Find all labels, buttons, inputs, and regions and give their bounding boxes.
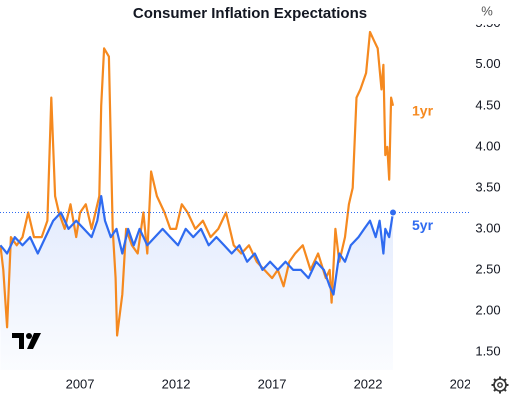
y-tick-label: 5.00: [475, 56, 500, 71]
area: [0, 196, 394, 370]
y-unit: %: [481, 3, 493, 18]
x-tick-label: 2027: [450, 376, 479, 391]
line: [0, 30, 395, 337]
y-tick-label: 3.50: [475, 179, 500, 194]
y-tick-label: 4.00: [475, 138, 500, 153]
chart-title: Consumer Inflation Expectations: [133, 5, 367, 22]
y-tick-label: 4.50: [475, 97, 500, 112]
series-label: 5yr: [412, 217, 434, 233]
y-tick-label: 5.50: [475, 15, 500, 30]
logo: [12, 333, 41, 349]
y-tick-label: 2.50: [475, 261, 500, 276]
x-tick-label: 2007: [66, 376, 95, 391]
y-tick-label: 1.50: [475, 343, 500, 358]
settings-button[interactable]: [491, 376, 509, 394]
x-axis: 2007 2012 2017 2022 2027: [66, 376, 479, 391]
x-tick-label: 2017: [258, 376, 287, 391]
x-tick-label: 2022: [354, 376, 383, 391]
series-label: 1yr: [412, 103, 434, 119]
y-tick-label: 2.00: [475, 302, 500, 317]
line: [0, 195, 395, 296]
last-value-dot: [389, 208, 398, 217]
y-tick-label: 3.00: [475, 220, 500, 235]
y-axis: 1.50 2.00 2.50 3.00 3.50 4.00 4.50 5.00 5.50: [475, 15, 500, 358]
x-tick-label: 2012: [162, 376, 191, 391]
plot-area: [0, 30, 395, 370]
